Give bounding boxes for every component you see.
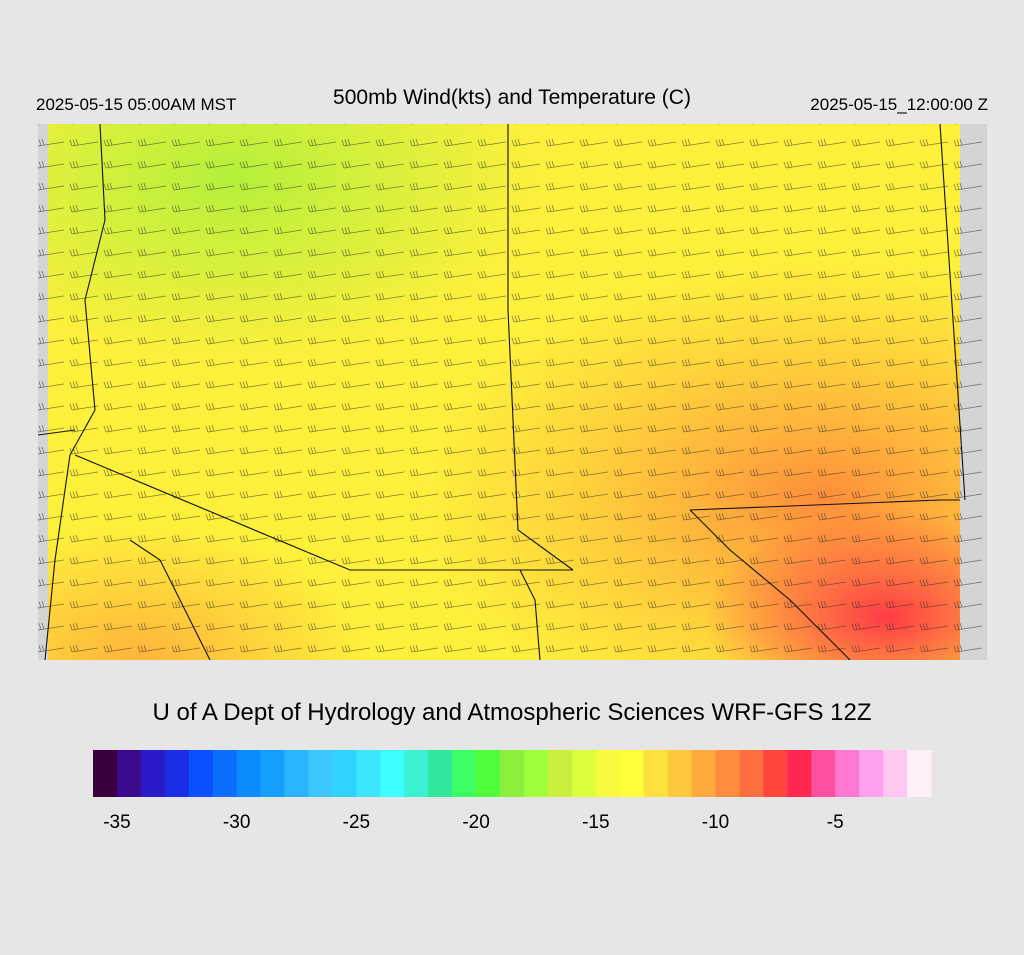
color-swatch [739,750,764,797]
color-swatch [332,750,357,797]
colorbar-label: -15 [582,812,609,833]
color-swatch [547,750,573,797]
colorbar-label: -20 [462,812,489,833]
color-swatch [715,750,740,797]
color-swatch [907,750,932,797]
map [38,124,987,660]
color-swatch [523,750,549,797]
color-swatch [452,750,477,797]
color-swatch [619,750,645,797]
color-swatch [595,750,621,797]
color-swatch [883,750,908,797]
colorbar-label: -25 [343,812,370,833]
color-swatch [859,750,884,797]
color-swatch [835,750,860,797]
color-swatch [93,750,118,797]
colorbar-label: -30 [223,812,250,833]
color-swatch [500,750,525,797]
colorbar-label: -10 [702,812,729,833]
credit: U of A Dept of Hydrology and Atmospheric… [153,699,872,726]
color-swatch [476,750,501,797]
color-swatch [212,750,238,797]
color-swatch [188,750,214,797]
colorbar: -35 -30 -25 -20 -15 -10 -5 [93,750,932,833]
init-time: 2025-05-15_12:00:00 Z [810,95,988,114]
color-swatch [164,750,190,797]
color-swatch [787,750,812,797]
color-swatch [811,750,836,797]
color-swatch [691,750,717,797]
color-swatch [236,750,262,797]
colorbar-label: -35 [103,812,130,833]
valid-time: 2025-05-15 05:00AM MST [36,95,236,114]
color-swatch [428,750,453,797]
color-swatch [140,750,166,797]
color-swatch [404,750,429,797]
color-swatch [308,750,333,797]
color-swatch [571,750,597,797]
map-title: 500mb Wind(kts) and Temperature (C) [333,86,691,109]
color-swatch [284,750,309,797]
color-swatch [116,750,142,797]
color-swatch [643,750,669,797]
color-swatch [380,750,405,797]
colorbar-label: -5 [827,812,844,833]
color-swatch [763,750,788,797]
color-swatch [667,750,693,797]
color-swatch [356,750,381,797]
color-swatch [260,750,286,797]
